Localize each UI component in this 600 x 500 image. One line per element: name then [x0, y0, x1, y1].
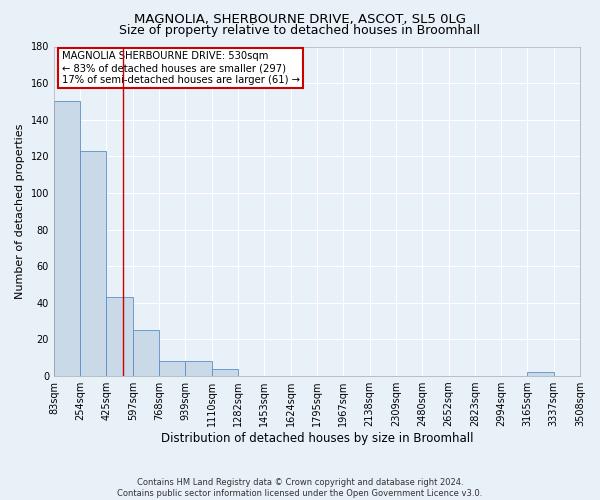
Text: Size of property relative to detached houses in Broomhall: Size of property relative to detached ho…	[119, 24, 481, 37]
Bar	[159, 362, 185, 376]
Text: MAGNOLIA SHERBOURNE DRIVE: 530sqm
← 83% of detached houses are smaller (297)
17%: MAGNOLIA SHERBOURNE DRIVE: 530sqm ← 83% …	[62, 52, 300, 84]
Text: Contains HM Land Registry data © Crown copyright and database right 2024.
Contai: Contains HM Land Registry data © Crown c…	[118, 478, 482, 498]
Bar	[212, 368, 238, 376]
Bar	[133, 330, 159, 376]
Bar	[527, 372, 554, 376]
X-axis label: Distribution of detached houses by size in Broomhall: Distribution of detached houses by size …	[161, 432, 473, 445]
Bar	[185, 362, 212, 376]
Y-axis label: Number of detached properties: Number of detached properties	[15, 124, 25, 299]
Bar	[80, 151, 106, 376]
Bar	[54, 102, 80, 376]
Bar	[106, 298, 133, 376]
Text: MAGNOLIA, SHERBOURNE DRIVE, ASCOT, SL5 0LG: MAGNOLIA, SHERBOURNE DRIVE, ASCOT, SL5 0…	[134, 12, 466, 26]
